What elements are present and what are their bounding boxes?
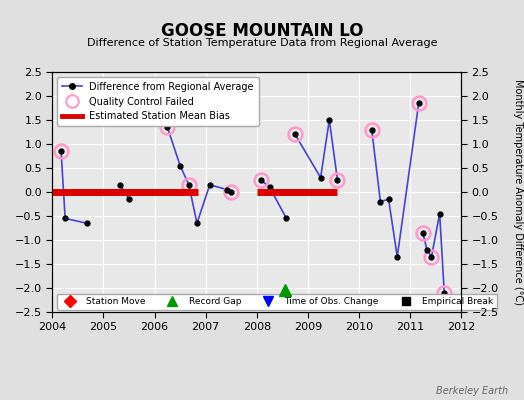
Text: Berkeley Earth: Berkeley Earth [436,386,508,396]
Text: GOOSE MOUNTAIN LO: GOOSE MOUNTAIN LO [161,22,363,40]
Text: Difference of Station Temperature Data from Regional Average: Difference of Station Temperature Data f… [87,38,437,48]
Legend: Station Move, Record Gap, Time of Obs. Change, Empirical Break: Station Move, Record Gap, Time of Obs. C… [57,294,497,310]
Y-axis label: Monthly Temperature Anomaly Difference (°C): Monthly Temperature Anomaly Difference (… [512,79,522,305]
